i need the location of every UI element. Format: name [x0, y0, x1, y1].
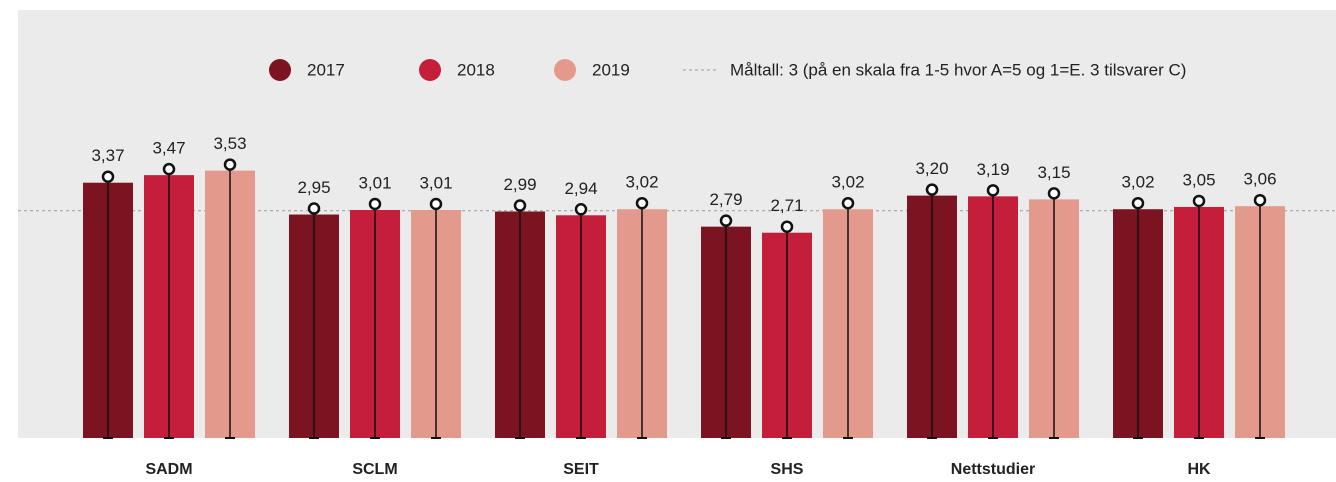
value-label: 3,15: [1037, 163, 1070, 182]
value-marker: [574, 203, 588, 216]
legend-target-label: Måltall: 3 (på en skala fra 1-5 hvor A=5…: [730, 60, 1186, 79]
x-tick-label: SADM: [145, 461, 192, 478]
value-label: 3,19: [976, 160, 1009, 179]
value-label: 3,53: [213, 134, 246, 153]
value-marker: [780, 220, 794, 233]
value-marker: [223, 158, 237, 171]
value-marker: [1047, 187, 1061, 200]
value-label: 3,01: [419, 173, 452, 192]
value-marker: [1253, 193, 1267, 207]
value-marker: [986, 184, 1000, 197]
legend-swatch: [554, 59, 576, 81]
value-label: 3,02: [1121, 173, 1154, 192]
value-label: 3,01: [358, 173, 391, 192]
value-marker: [1192, 194, 1206, 208]
value-marker: [368, 197, 382, 211]
value-label: 3,37: [91, 146, 124, 165]
legend-label: 2017: [307, 60, 345, 79]
legend-swatch: [269, 59, 291, 81]
value-marker: [162, 162, 176, 176]
value-marker: [635, 196, 649, 210]
value-marker: [719, 214, 733, 227]
x-tick-label: Nettstudier: [951, 461, 1035, 478]
value-label: 2,94: [564, 179, 597, 198]
value-marker: [307, 202, 321, 215]
value-label: 2,71: [770, 196, 803, 215]
x-tick-label: HK: [1187, 461, 1211, 478]
x-tick-label: SHS: [771, 461, 804, 478]
legend-swatch: [419, 59, 441, 81]
value-label: 2,95: [297, 178, 330, 197]
value-label: 2,99: [503, 175, 536, 194]
value-marker: [841, 196, 855, 210]
legend-label: 2018: [457, 60, 495, 79]
value-marker: [429, 197, 443, 211]
value-label: 3,20: [915, 159, 948, 178]
value-marker: [1131, 196, 1145, 210]
value-label: 2,79: [709, 190, 742, 209]
value-label: 3,02: [625, 173, 658, 192]
value-label: 3,06: [1243, 170, 1276, 189]
value-marker: [925, 183, 939, 196]
legend-label: 2019: [592, 60, 630, 79]
x-tick-label: SCLM: [352, 461, 397, 478]
value-label: 3,05: [1182, 170, 1215, 189]
value-marker: [101, 170, 115, 183]
x-tick-label: SEIT: [563, 461, 599, 478]
value-label: 3,47: [152, 139, 185, 158]
value-label: 3,02: [831, 173, 864, 192]
value-marker: [513, 199, 527, 212]
